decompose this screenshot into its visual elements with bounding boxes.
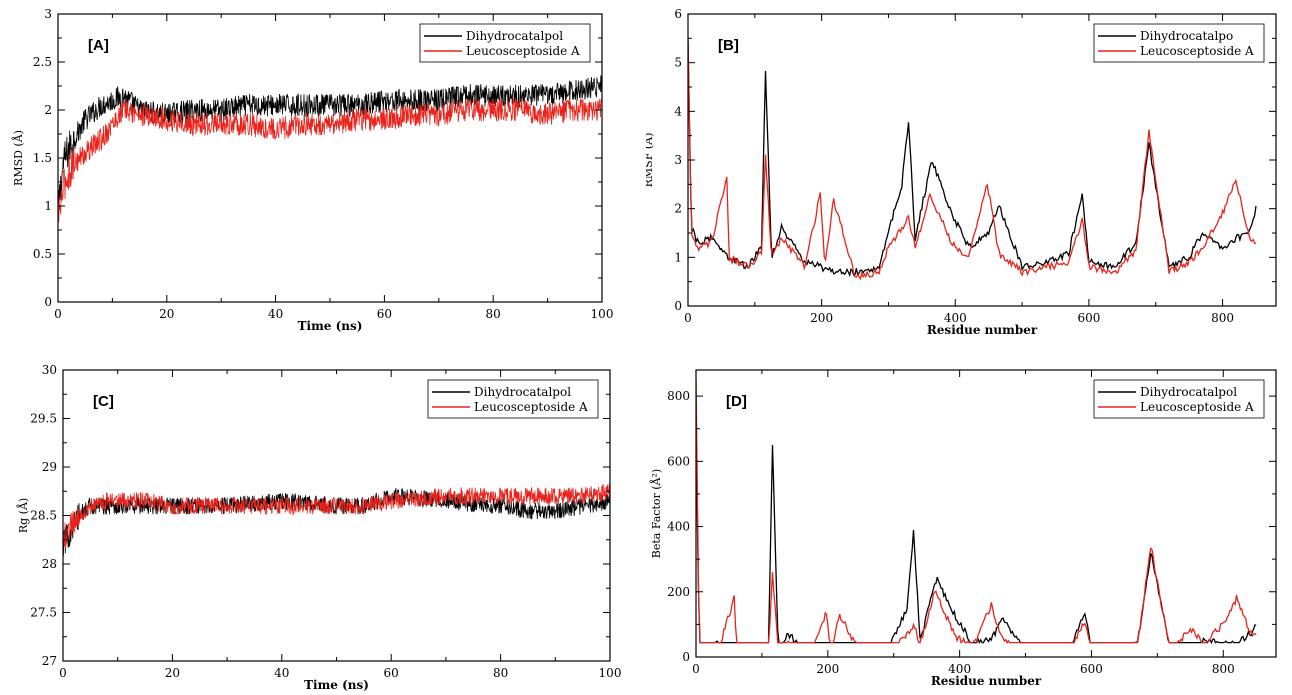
y-tick-label: 600 [667, 454, 690, 468]
x-tick-label: 0 [684, 311, 692, 325]
series-line-dihydrocatalpol [58, 75, 602, 207]
y-tick-label: 2 [674, 202, 682, 216]
x-tick-label: 80 [493, 666, 508, 680]
panel-d: 0 200 400 600 800 0 200 400 600 800 Residue number… [646, 352, 1292, 695]
panel-b: 0 200 400 600 800 0 1 2 3 4 5 6 Residue number RMSF (… [646, 0, 1292, 338]
y-tick-label: 3 [674, 153, 682, 167]
legend-label: Dihydrocatalpol [1140, 385, 1237, 399]
x-tick-label: 40 [274, 666, 289, 680]
series-line-leucosceptoside-a [696, 379, 1257, 644]
legend-label: Leucosceptoside A [1140, 400, 1254, 414]
y-tick-label: 5 [674, 56, 682, 70]
x-tick-label: 60 [377, 307, 392, 321]
x-axis-label: Residue number [931, 674, 1042, 688]
x-axis-label: Residue number [927, 323, 1038, 337]
x-tick-label: 600 [1080, 662, 1103, 676]
x-tick-label: 0 [59, 666, 67, 680]
y-axis-label: Rg (Å) [16, 498, 30, 533]
x-axis-label: Time (ns) [298, 319, 363, 333]
x-tick-label: 400 [948, 662, 971, 676]
legend-box [1093, 379, 1265, 419]
legend-box [1093, 23, 1265, 63]
y-axis-label: RMSD (Å) [11, 130, 25, 186]
y-tick-label: 3 [44, 7, 52, 21]
x-tick-label: 100 [591, 307, 614, 321]
legend-box [427, 379, 599, 419]
panel-label: [B] [718, 37, 739, 54]
series-line-dihydrocatalpol [696, 431, 1257, 645]
y-tick-label: 29.5 [30, 412, 57, 426]
y-tick-label: 0 [674, 299, 682, 313]
y-tick-label: 30 [42, 363, 57, 377]
series-line-dihydrocatalpol [688, 41, 1257, 278]
legend-label: Leucosceptoside A [1140, 44, 1254, 58]
y-tick-label: 28.5 [30, 509, 57, 523]
y-tick-label: 400 [667, 520, 690, 534]
series-line-leucosceptoside-a [688, 36, 1257, 281]
y-tick-label: 1 [44, 199, 52, 213]
y-tick-label: 0 [682, 650, 690, 664]
panel-a: 0 20 40 60 80 100 0 0.5 1 1.5 2 2.5 3 Time (ns) RMSD (… [0, 0, 640, 338]
y-tick-label: 29 [42, 460, 57, 474]
series-line-leucosceptoside-a [58, 98, 602, 223]
plot-frame [695, 369, 1277, 658]
x-tick-label: 20 [165, 666, 180, 680]
y-tick-label: 200 [667, 585, 690, 599]
x-tick-label: 0 [692, 662, 700, 676]
rg-chart: 0 20 40 60 80 100 27 27.5 28 28.5 29 29.5 30 Time (ns… [16, 363, 622, 692]
x-tick-label: 600 [1077, 311, 1100, 325]
y-tick-label: 1 [674, 250, 682, 264]
y-tick-label: 800 [667, 389, 690, 403]
y-axis-label: Beta Factor (Å²) [649, 469, 663, 558]
y-tick-label: 1.5 [33, 151, 52, 165]
panel-c: 0 20 40 60 80 100 27 27.5 28 28.5 29 29.5 30 Time (ns… [0, 352, 640, 695]
x-axis-label: Time (ns) [304, 678, 369, 692]
x-tick-label: 400 [944, 311, 967, 325]
legend-label: Dihydrocatalpol [474, 385, 571, 399]
x-tick-label: 60 [384, 666, 399, 680]
y-tick-label: 27 [42, 654, 57, 668]
x-tick-label: 0 [54, 307, 62, 321]
x-tick-label: 20 [159, 307, 174, 321]
x-tick-label: 100 [599, 666, 622, 680]
y-tick-label: 0 [44, 295, 52, 309]
panel-label: [C] [93, 393, 114, 410]
x-tick-label: 80 [486, 307, 501, 321]
y-tick-label: 27.5 [30, 606, 57, 620]
x-tick-label: 800 [1212, 662, 1235, 676]
x-tick-label: 200 [816, 662, 839, 676]
panel-label: [A] [88, 37, 109, 54]
legend-label: Dihydrocatalpo [1140, 29, 1233, 43]
y-tick-label: 28 [42, 557, 57, 571]
y-tick-label: 6 [674, 7, 682, 21]
y-tick-label: 0.5 [33, 247, 52, 261]
y-tick-label: 2.5 [33, 55, 52, 69]
x-tick-label: 800 [1211, 311, 1234, 325]
legend-label: Dihydrocatalpol [466, 29, 563, 43]
legend-label: Leucosceptoside A [474, 400, 588, 414]
x-tick-label: 200 [810, 311, 833, 325]
beta-factor-chart: 0 200 400 600 800 0 200 400 600 800 Residue number… [649, 369, 1277, 688]
rmsf-chart: 0 200 400 600 800 0 1 2 3 4 5 6 Residue number RMSF (… [646, 7, 1277, 337]
y-axis-label: RMSF (Å) [646, 133, 655, 188]
series-line-leucosceptoside-a [63, 483, 610, 549]
panel-label: [D] [726, 393, 747, 410]
y-tick-label: 4 [674, 104, 682, 118]
y-tick-label: 2 [44, 103, 52, 117]
x-tick-label: 40 [268, 307, 283, 321]
legend-box [419, 23, 591, 63]
rmsd-chart: 0 20 40 60 80 100 0 0.5 1 1.5 2 2.5 3 Time (ns) RMSD (… [11, 7, 614, 333]
legend-label: Leucosceptoside A [466, 44, 580, 58]
